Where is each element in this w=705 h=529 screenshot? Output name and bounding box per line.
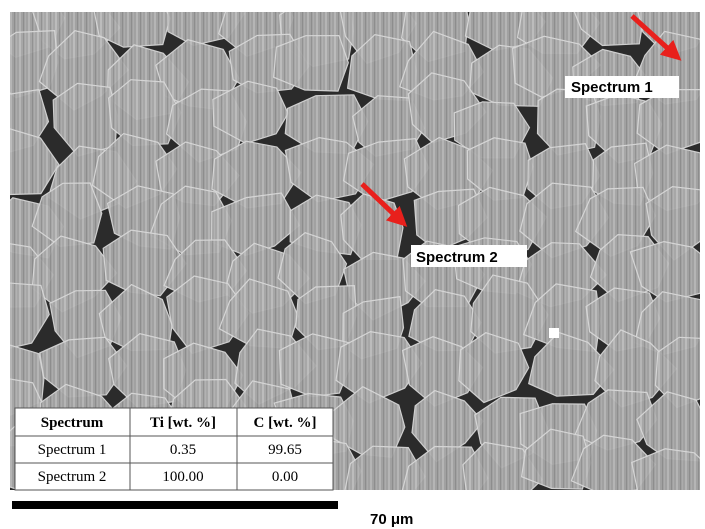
- marker-square: [549, 328, 559, 338]
- table-header: C [wt. %]: [254, 415, 317, 431]
- grain: [632, 449, 705, 507]
- spectrum-label: Spectrum 1: [571, 79, 653, 96]
- table-cell: 0.00: [272, 469, 298, 485]
- scale-bar-label: 70 μm: [370, 511, 413, 528]
- table-cell: 100.00: [162, 469, 203, 485]
- table-cell: 99.65: [268, 442, 302, 458]
- table-header: Ti [wt. %]: [150, 415, 216, 431]
- table-header: Spectrum: [41, 415, 104, 431]
- scale-bar: [12, 501, 338, 509]
- spectrum-label: Spectrum 2: [416, 249, 498, 266]
- table-cell: 0.35: [170, 442, 196, 458]
- page: Spectrum 1 Spectrum 2 Spectrum Ti [wt. %]…: [0, 0, 705, 529]
- table-cell: Spectrum 1: [38, 442, 107, 458]
- table: Spectrum Ti [wt. %] C [wt. %] Spectrum 1 0.3…: [15, 408, 333, 490]
- table-cell: Spectrum 2: [38, 469, 107, 485]
